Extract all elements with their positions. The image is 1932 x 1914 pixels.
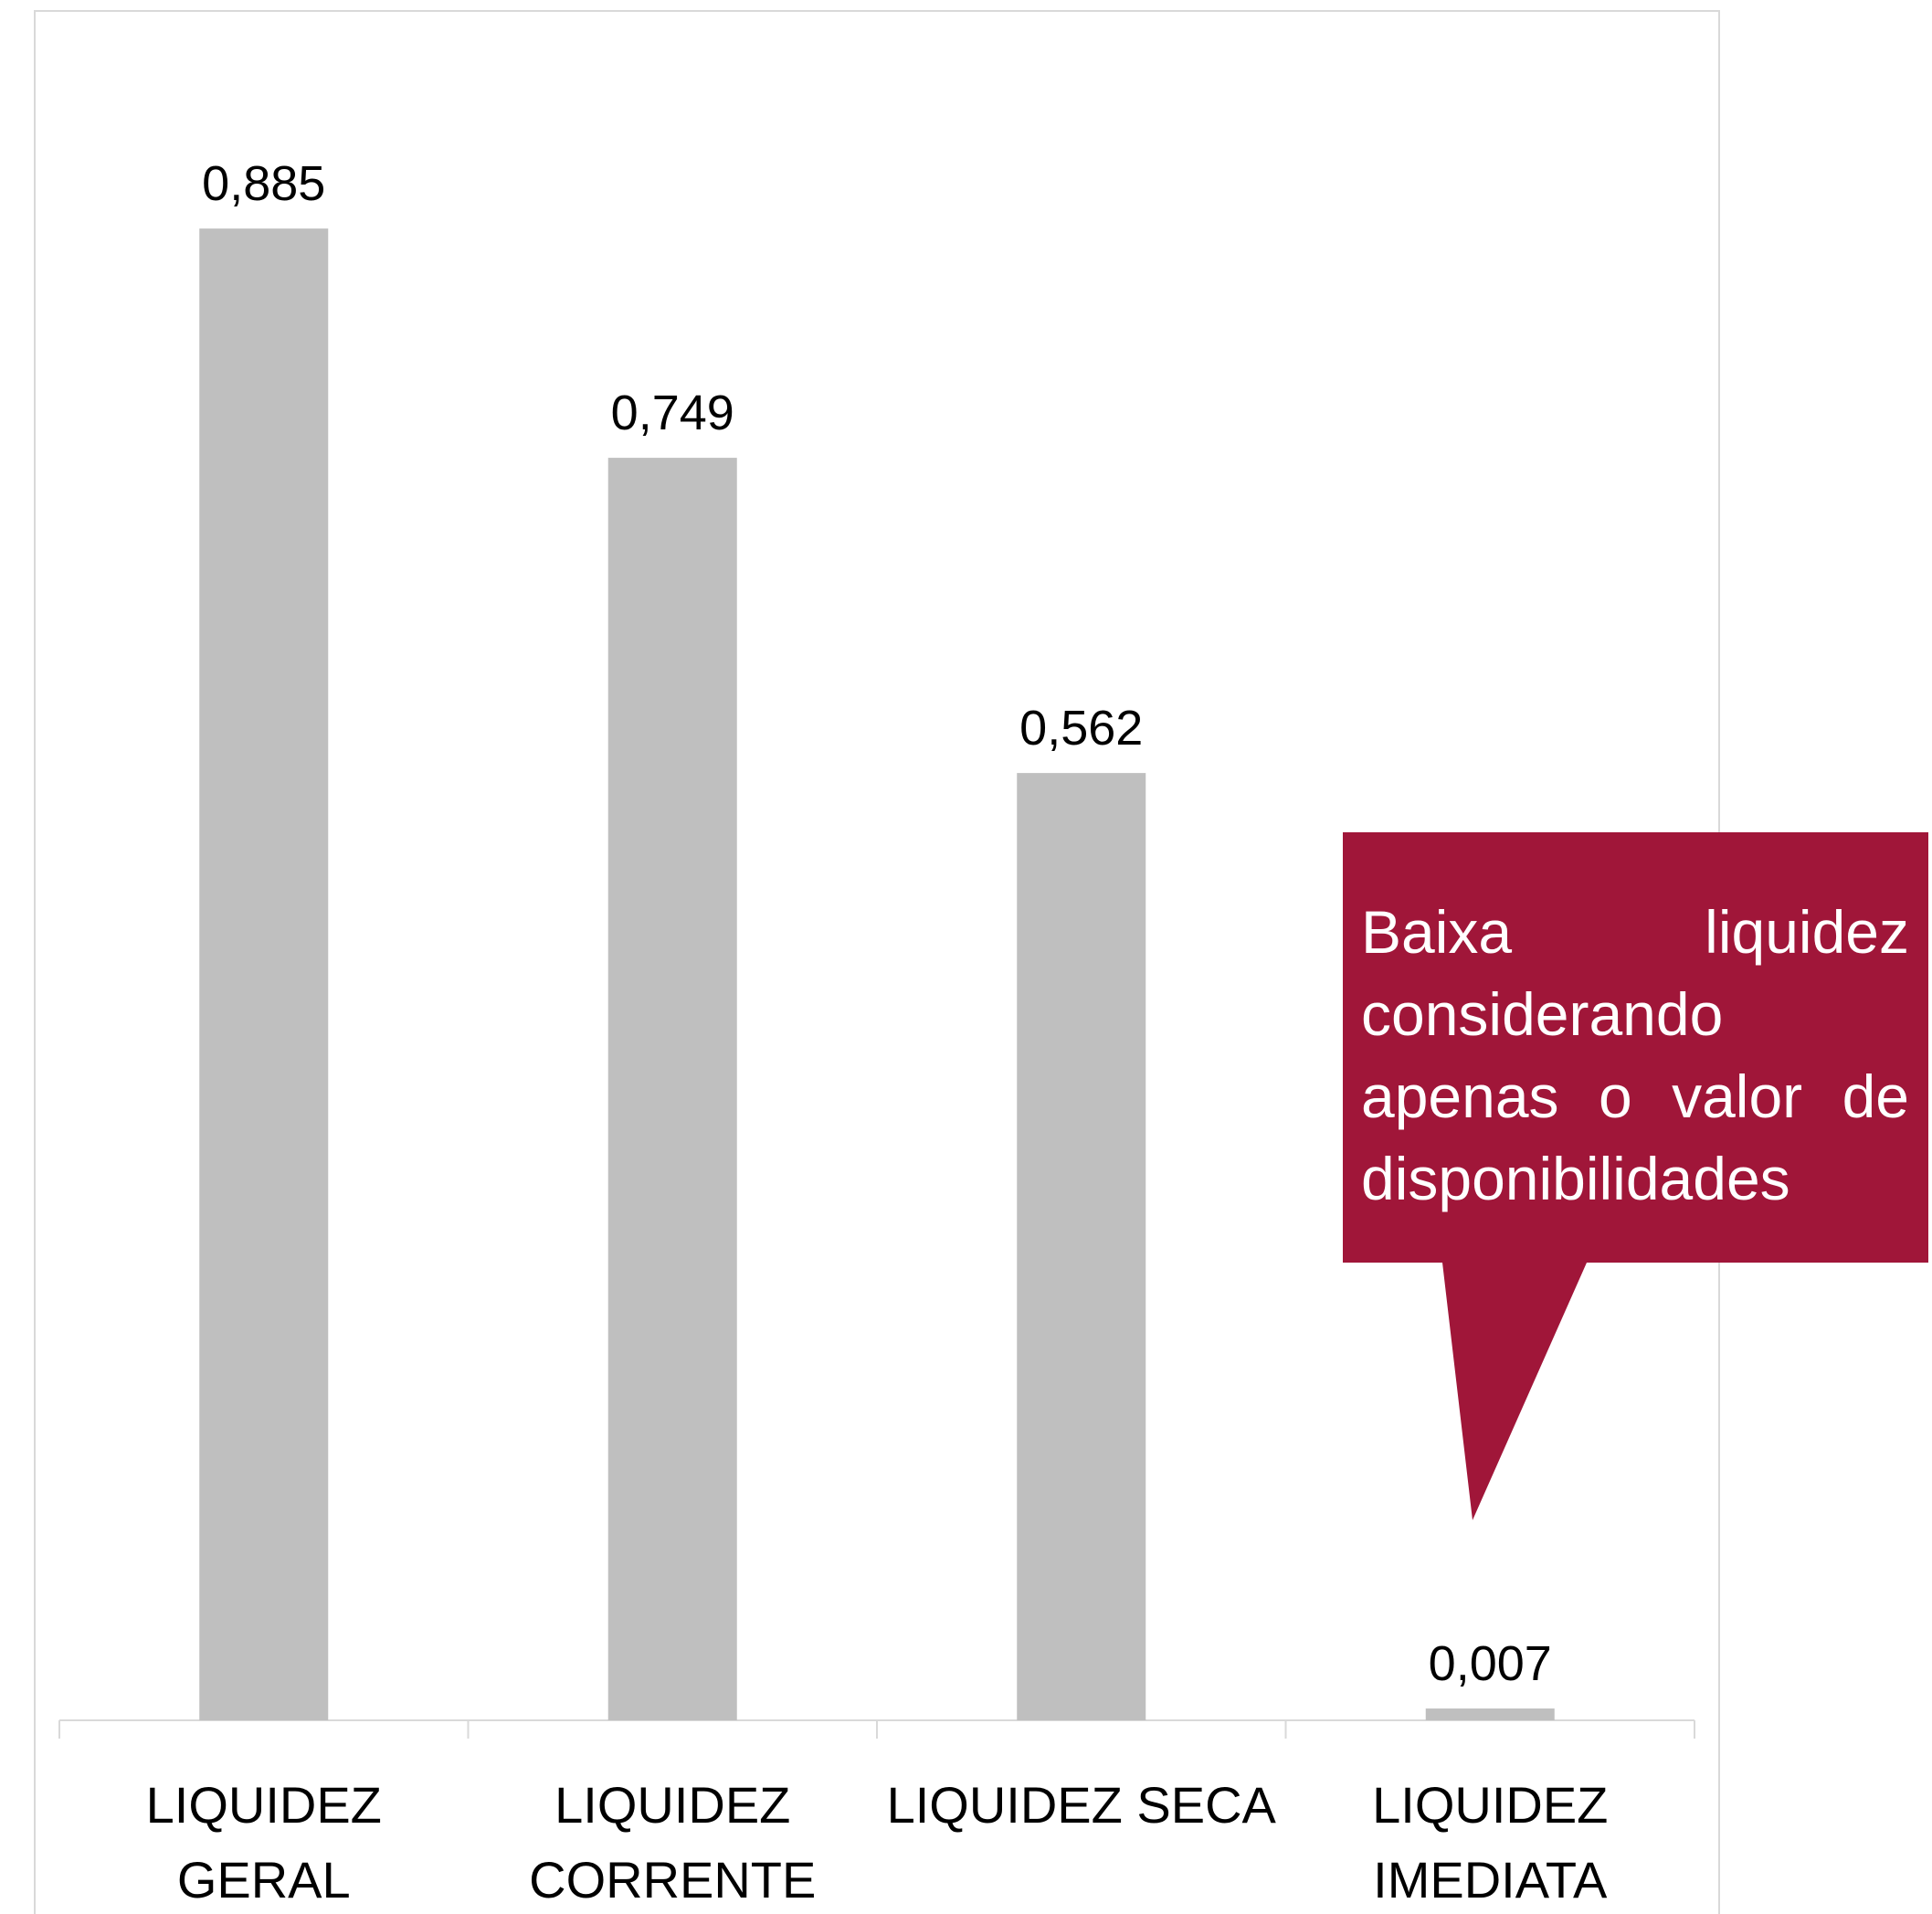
bar [1425,1708,1555,1720]
x-tick-label: LIQUIDEZ SECA [886,1776,1276,1834]
x-tick-label: LIQUIDEZ GERAL [145,1776,382,1909]
value-label: 0,885 [202,156,326,212]
value-label: 0,007 [1428,1636,1552,1692]
value-label: 0,749 [610,386,734,441]
value-label: 0,562 [1019,701,1144,756]
x-tick-label: LIQUIDEZ IMEDIATA [1372,1776,1609,1909]
annotation: Baixa liquidez considerando apenas o val… [1361,898,1909,1212]
x-tick-label: LIQUIDEZ CORRENTE [529,1776,817,1909]
bar [607,458,737,1721]
bar [199,228,329,1720]
callout-box [1343,832,1928,1520]
bar [1017,773,1146,1720]
